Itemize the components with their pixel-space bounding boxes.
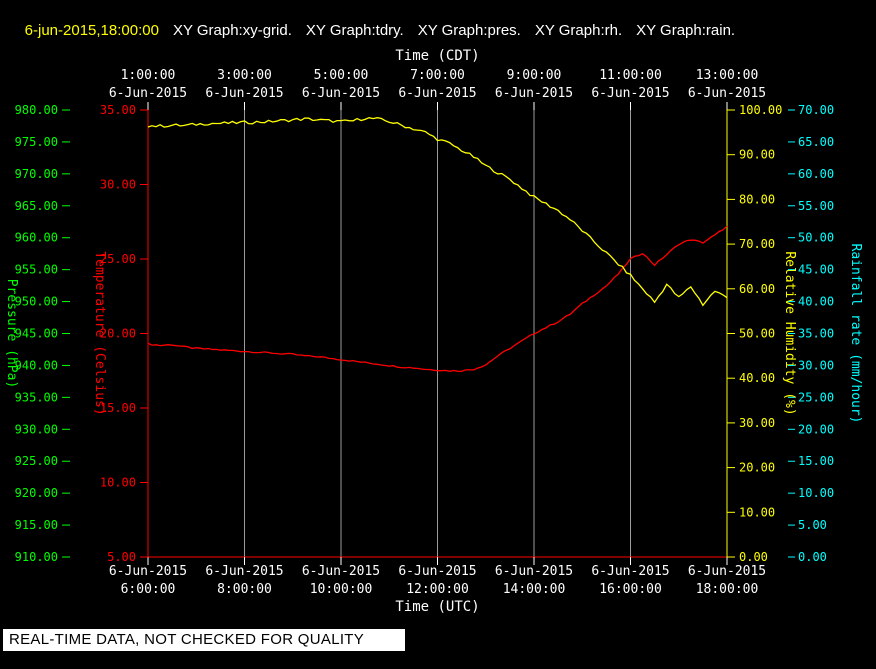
rain-tick-label: 35.00 (798, 327, 834, 341)
top-time-label: 13:00:00 (696, 68, 759, 83)
rain-tick-label: 65.00 (798, 135, 834, 149)
humidity-tick-label: 30.00 (739, 416, 775, 430)
pressure-tick-label: 970.00 (15, 167, 58, 181)
rh-trace (147, 117, 728, 307)
bottom-date-label: 6-Jun-2015 (688, 564, 766, 579)
rain-tick-label: 20.00 (798, 422, 834, 436)
temperature-axis-title: Temperature (Celsius) (92, 251, 107, 415)
rain-tick-label: 60.00 (798, 167, 834, 181)
bottom-time-label: 12:00:00 (406, 582, 469, 597)
bottom-date-label: 6-Jun-2015 (205, 564, 283, 579)
pressure-tick-label: 955.00 (15, 263, 58, 277)
bottom-time-label: 18:00:00 (696, 582, 759, 597)
top-date-label: 6-Jun-2015 (205, 86, 283, 101)
pressure-tick-label: 975.00 (15, 135, 58, 149)
humidity-tick-label: 100.00 (739, 103, 782, 117)
bottom-date-label: 6-Jun-2015 (591, 564, 669, 579)
pressure-tick-label: 940.00 (15, 358, 58, 372)
bottom-axis-title: Time (UTC) (395, 599, 479, 615)
bottom-date-label: 6-Jun-2015 (302, 564, 380, 579)
top-date-label: 6-Jun-2015 (109, 86, 187, 101)
humidity-tick-label: 0.00 (739, 550, 768, 564)
temperature-tick-label: 15.00 (100, 401, 136, 415)
temperature-tick-label: 25.00 (100, 252, 136, 266)
pressure-tick-label: 930.00 (15, 422, 58, 436)
humidity-tick-label: 90.00 (739, 148, 775, 162)
pressure-tick-label: 915.00 (15, 518, 58, 532)
top-time-label: 1:00:00 (121, 68, 176, 83)
humidity-tick-label: 70.00 (739, 237, 775, 251)
graph-menu-item[interactable]: XY Graph:rain. (636, 22, 736, 39)
rain-tick-label: 0.00 (798, 550, 827, 564)
bottom-time-label: 8:00:00 (217, 582, 272, 597)
pressure-axis-title: Pressure (hPa) (4, 279, 19, 389)
pressure-tick-label: 965.00 (15, 199, 58, 213)
humidity-tick-label: 50.00 (739, 327, 775, 341)
rain-tick-label: 55.00 (798, 199, 834, 213)
top-time-label: 7:00:00 (410, 68, 465, 83)
pressure-tick-label: 935.00 (15, 390, 58, 404)
top-time-label: 11:00:00 (599, 68, 662, 83)
rain-tick-label: 45.00 (798, 263, 834, 277)
humidity-tick-label: 20.00 (739, 461, 775, 475)
graph-menu-item[interactable]: XY Graph:pres. (417, 22, 521, 39)
humidity-tick-label: 40.00 (739, 371, 775, 385)
rain-tick-label: 5.00 (798, 518, 827, 532)
pressure-tick-label: 910.00 (15, 550, 58, 564)
top-date-label: 6-Jun-2015 (688, 86, 766, 101)
bottom-time-label: 6:00:00 (121, 582, 176, 597)
top-axis-title: Time (CDT) (395, 48, 479, 64)
pressure-tick-label: 945.00 (15, 327, 58, 341)
top-time-label: 9:00:00 (507, 68, 562, 83)
graph-menu: XY Graph:xy-grid. XY Graph:tdry. XY Graph:… (159, 22, 735, 39)
humidity-tick-label: 10.00 (739, 505, 775, 519)
pressure-tick-label: 920.00 (15, 486, 58, 500)
bottom-date-label: 6-Jun-2015 (398, 564, 476, 579)
rain-tick-label: 25.00 (798, 390, 834, 404)
top-date-label: 6-Jun-2015 (495, 86, 573, 101)
top-date-label: 6-Jun-2015 (591, 86, 669, 101)
temperature-tick-label: 5.00 (107, 550, 136, 564)
tdry-trace (147, 225, 728, 373)
quality-notice: REAL-TIME DATA, NOT CHECKED FOR QUALITY (3, 629, 405, 651)
temperature-tick-label: 35.00 (100, 103, 136, 117)
current-timestamp: 6-jun-2015,18:00:00 (24, 22, 159, 39)
rain-tick-label: 30.00 (798, 358, 834, 372)
bottom-time-label: 10:00:00 (310, 582, 373, 597)
rain-tick-label: 40.00 (798, 295, 834, 309)
humidity-tick-label: 80.00 (739, 192, 775, 206)
humidity-tick-label: 60.00 (739, 282, 775, 296)
top-time-label: 5:00:00 (314, 68, 369, 83)
bottom-time-label: 16:00:00 (599, 582, 662, 597)
bottom-time-label: 14:00:00 (503, 582, 566, 597)
rain-axis-title: Rainfall rate (mm/hour) (848, 243, 863, 423)
rain-tick-label: 10.00 (798, 486, 834, 500)
top-time-label: 3:00:00 (217, 68, 272, 83)
temperature-tick-label: 30.00 (100, 178, 136, 192)
graph-menu-item[interactable]: XY Graph:rh. (534, 22, 623, 39)
pressure-tick-label: 950.00 (15, 295, 58, 309)
top-date-label: 6-Jun-2015 (302, 86, 380, 101)
rain-tick-label: 15.00 (798, 454, 834, 468)
pressure-tick-label: 960.00 (15, 231, 58, 245)
graph-menu-item[interactable]: XY Graph:xy-grid. (172, 22, 292, 39)
graph-menu-item[interactable]: XY Graph:tdry. (305, 22, 404, 39)
temperature-tick-label: 10.00 (100, 476, 136, 490)
pressure-tick-label: 980.00 (15, 103, 58, 117)
rain-tick-label: 70.00 (798, 103, 834, 117)
pressure-tick-label: 925.00 (15, 454, 58, 468)
rain-tick-label: 50.00 (798, 231, 834, 245)
bottom-date-label: 6-Jun-2015 (495, 564, 573, 579)
temperature-tick-label: 20.00 (100, 327, 136, 341)
title-bar: 6-jun-2015,18:00:00 XY Graph:xy-grid. XY G… (8, 5, 735, 56)
bottom-date-label: 6-Jun-2015 (109, 564, 187, 579)
top-date-label: 6-Jun-2015 (398, 86, 476, 101)
